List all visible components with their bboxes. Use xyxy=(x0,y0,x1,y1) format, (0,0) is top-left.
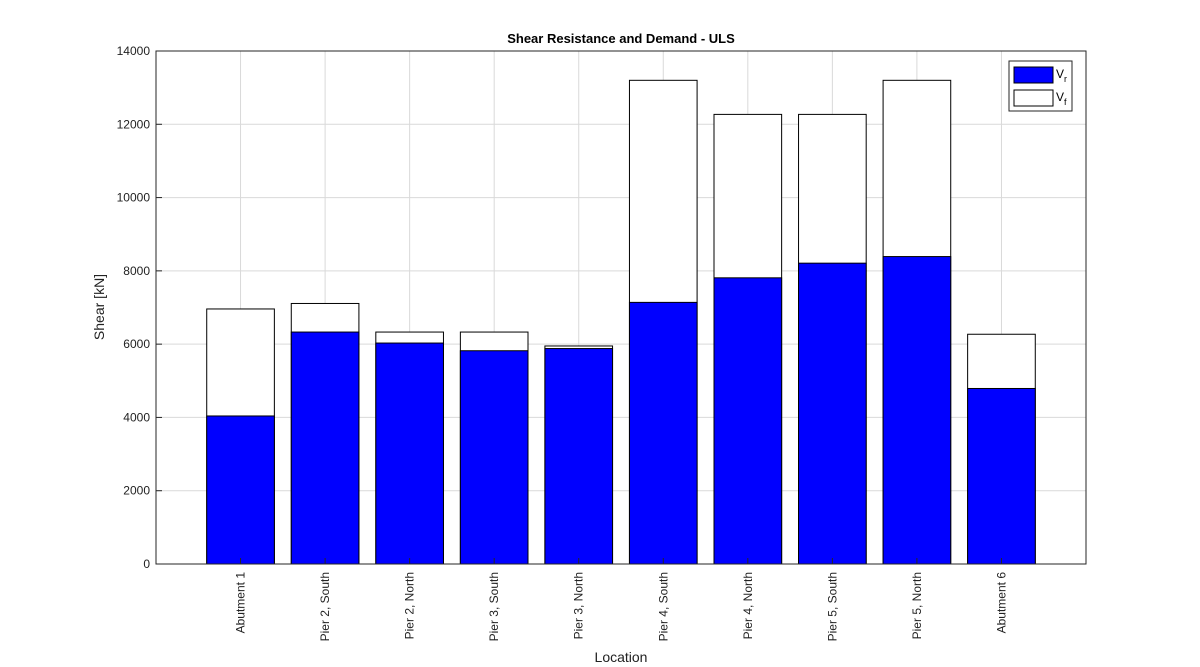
x-axis-ticks: Abutment 1 Pier 2, South Pier 2, North Pier… xyxy=(234,558,1008,641)
x-tick-label: Pier 3, North xyxy=(572,572,586,639)
x-tick-label: Pier 5, North xyxy=(910,572,924,639)
y-tick-label: 8000 xyxy=(123,264,150,278)
y-tick-label: 6000 xyxy=(123,337,150,351)
y-tick-label: 14000 xyxy=(117,44,151,58)
y-tick-label: 0 xyxy=(143,557,150,571)
plot-frame xyxy=(155,50,1087,565)
bar-vr xyxy=(206,415,275,565)
x-tick-label: Pier 5, South xyxy=(825,572,839,641)
bar-vr xyxy=(628,301,698,565)
x-tick-label: Pier 4, North xyxy=(741,572,755,639)
legend-swatch-vr xyxy=(1013,66,1054,84)
x-tick-label: Pier 2, South xyxy=(318,572,332,641)
legend-swatch-vf xyxy=(1013,89,1054,107)
legend-label-vr: Vr xyxy=(1056,67,1067,84)
legend-label-vf: Vf xyxy=(1056,90,1067,107)
x-tick-label: Abutment 1 xyxy=(234,572,248,634)
bars xyxy=(206,79,1036,565)
bar-vr xyxy=(544,348,614,565)
x-tick-label: Abutment 6 xyxy=(994,572,1008,634)
x-tick-label: Pier 4, South xyxy=(656,572,670,641)
x-tick-label: Pier 2, North xyxy=(403,572,417,639)
bar-vr xyxy=(798,262,867,565)
bar-vr xyxy=(882,256,952,565)
y-tick-label: 2000 xyxy=(123,484,150,498)
y-tick-label: 4000 xyxy=(123,410,150,424)
legend: Vr Vf xyxy=(1008,60,1073,112)
chart-title: Shear Resistance and Demand - ULS xyxy=(507,31,735,46)
bar-vr xyxy=(375,342,444,565)
y-axis-label: Shear [kN] xyxy=(91,274,107,340)
bar-vr xyxy=(967,387,1036,565)
bar-vr xyxy=(290,331,360,565)
bar-vr xyxy=(459,350,529,565)
x-tick-label: Pier 3, South xyxy=(487,572,501,641)
y-tick-label: 10000 xyxy=(117,191,151,205)
x-axis-label: Location xyxy=(595,649,648,665)
bar-vr xyxy=(713,277,783,565)
y-tick-label: 12000 xyxy=(117,117,151,131)
y-axis-ticks: 0 2000 4000 6000 8000 10000 12000 14000 xyxy=(117,44,162,571)
